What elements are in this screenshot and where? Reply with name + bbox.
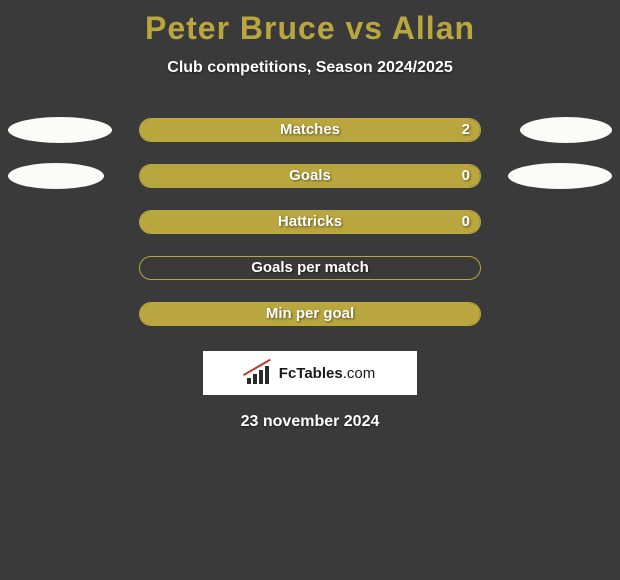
bar-track [139,256,481,280]
left-ellipse [8,163,104,189]
page-title: Peter Bruce vs Allan [0,0,620,47]
left-ellipse [8,117,112,143]
bar-value-right: 0 [462,211,470,233]
footer-date: 23 november 2024 [0,413,620,431]
bar-track [139,210,481,234]
bar-track [139,302,481,326]
bar-fill-right [140,119,480,141]
logo-bar [247,378,251,384]
bar-track [139,164,481,188]
logo-bar [253,374,257,384]
logo-text-bold: FcTables [279,365,343,382]
bar-track [139,118,481,142]
stat-row: Hattricks0 [0,199,620,245]
bar-value-right: 2 [462,119,470,141]
logo-text: FcTables.com [279,365,375,382]
logo-bar [265,366,269,384]
bar-value-right: 0 [462,165,470,187]
comparison-block: Matches2Goals0Hattricks0Goals per matchM… [0,107,620,337]
subtitle: Club competitions, Season 2024/2025 [0,59,620,77]
stat-row: Min per goal [0,291,620,337]
stat-row: Goals per match [0,245,620,291]
logo-bar [259,370,263,384]
bar-fill-right [140,211,480,233]
right-ellipse [508,163,612,189]
stat-row: Matches2 [0,107,620,153]
right-ellipse [520,117,612,143]
logo-text-thin: .com [343,365,376,382]
widget-root: Peter Bruce vs Allan Club competitions, … [0,0,620,580]
stat-row: Goals0 [0,153,620,199]
bar-fill-right [140,165,480,187]
logo-box[interactable]: FcTables.com [203,351,417,395]
bar-fill-right [140,303,480,325]
logo-chart-icon [245,362,273,384]
